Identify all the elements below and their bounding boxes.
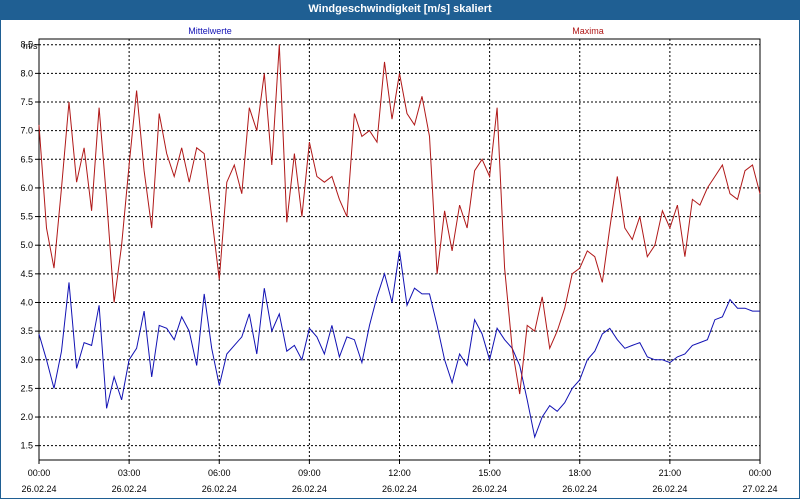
x-tick-date: 26.02.24 bbox=[472, 484, 507, 494]
x-tick-time: 18:00 bbox=[568, 468, 591, 478]
x-tick-time: 06:00 bbox=[208, 468, 231, 478]
series-line-maxima bbox=[38, 44, 761, 395]
x-tick-date: 26.02.24 bbox=[21, 484, 56, 494]
x-tick-time: 12:00 bbox=[388, 468, 411, 478]
x-tick-time: 15:00 bbox=[478, 468, 501, 478]
x-tick-time: 03:00 bbox=[118, 468, 141, 478]
x-tick-date: 26.02.24 bbox=[382, 484, 417, 494]
window-title: Windgeschwindigkeit [m/s] skaliert bbox=[0, 0, 800, 20]
x-tick-date: 26.02.24 bbox=[562, 484, 597, 494]
x-tick-date: 26.02.24 bbox=[292, 484, 327, 494]
legend-maxima: Maxima bbox=[572, 26, 604, 36]
y-tick-label: 1.5 bbox=[20, 441, 33, 451]
y-tick-label: 6.5 bbox=[20, 154, 33, 164]
x-tick-time: 09:00 bbox=[298, 468, 321, 478]
y-tick-label: 3.5 bbox=[20, 326, 33, 336]
x-axis: 00:00 26.02.24 03:00 26.02.24 06:00 26.02.24 0… bbox=[21, 460, 778, 494]
y-tick-label: 2.0 bbox=[20, 412, 33, 422]
y-tick-label: 7.0 bbox=[20, 126, 33, 136]
y-tick-label: 2.5 bbox=[20, 383, 33, 393]
y-tick-label: 3.0 bbox=[20, 355, 33, 365]
y-axis: 1.5 2.0 2.5 3.0 3.5 4.0 4.5 5.0 5.5 6.0 6.5 7.0 7.5 8… bbox=[20, 40, 39, 451]
y-tick-label: 8.0 bbox=[20, 68, 33, 78]
x-tick-date: 27.02.24 bbox=[742, 484, 777, 494]
x-tick-date: 26.02.24 bbox=[112, 484, 147, 494]
grid bbox=[39, 39, 760, 460]
y-tick-label: 6.0 bbox=[20, 183, 33, 193]
y-axis-label: m/s bbox=[23, 41, 38, 51]
x-tick-date: 26.02.24 bbox=[652, 484, 687, 494]
y-tick-label: 5.0 bbox=[20, 240, 33, 250]
legend-mittelwerte: Mittelwerte bbox=[188, 26, 232, 36]
series-line-mittelwerte bbox=[38, 250, 760, 439]
y-tick-label: 8.5 bbox=[20, 40, 33, 50]
y-tick-label: 7.5 bbox=[20, 97, 33, 107]
x-tick-time: 00:00 bbox=[749, 468, 772, 478]
y-tick-label: 4.0 bbox=[20, 297, 33, 307]
x-tick-time: 00:00 bbox=[28, 468, 51, 478]
x-tick-time: 21:00 bbox=[659, 468, 682, 478]
series-lines bbox=[38, 44, 761, 439]
y-tick-label: 5.5 bbox=[20, 212, 33, 222]
x-tick-date: 26.02.24 bbox=[202, 484, 237, 494]
y-tick-label: 4.5 bbox=[20, 269, 33, 279]
